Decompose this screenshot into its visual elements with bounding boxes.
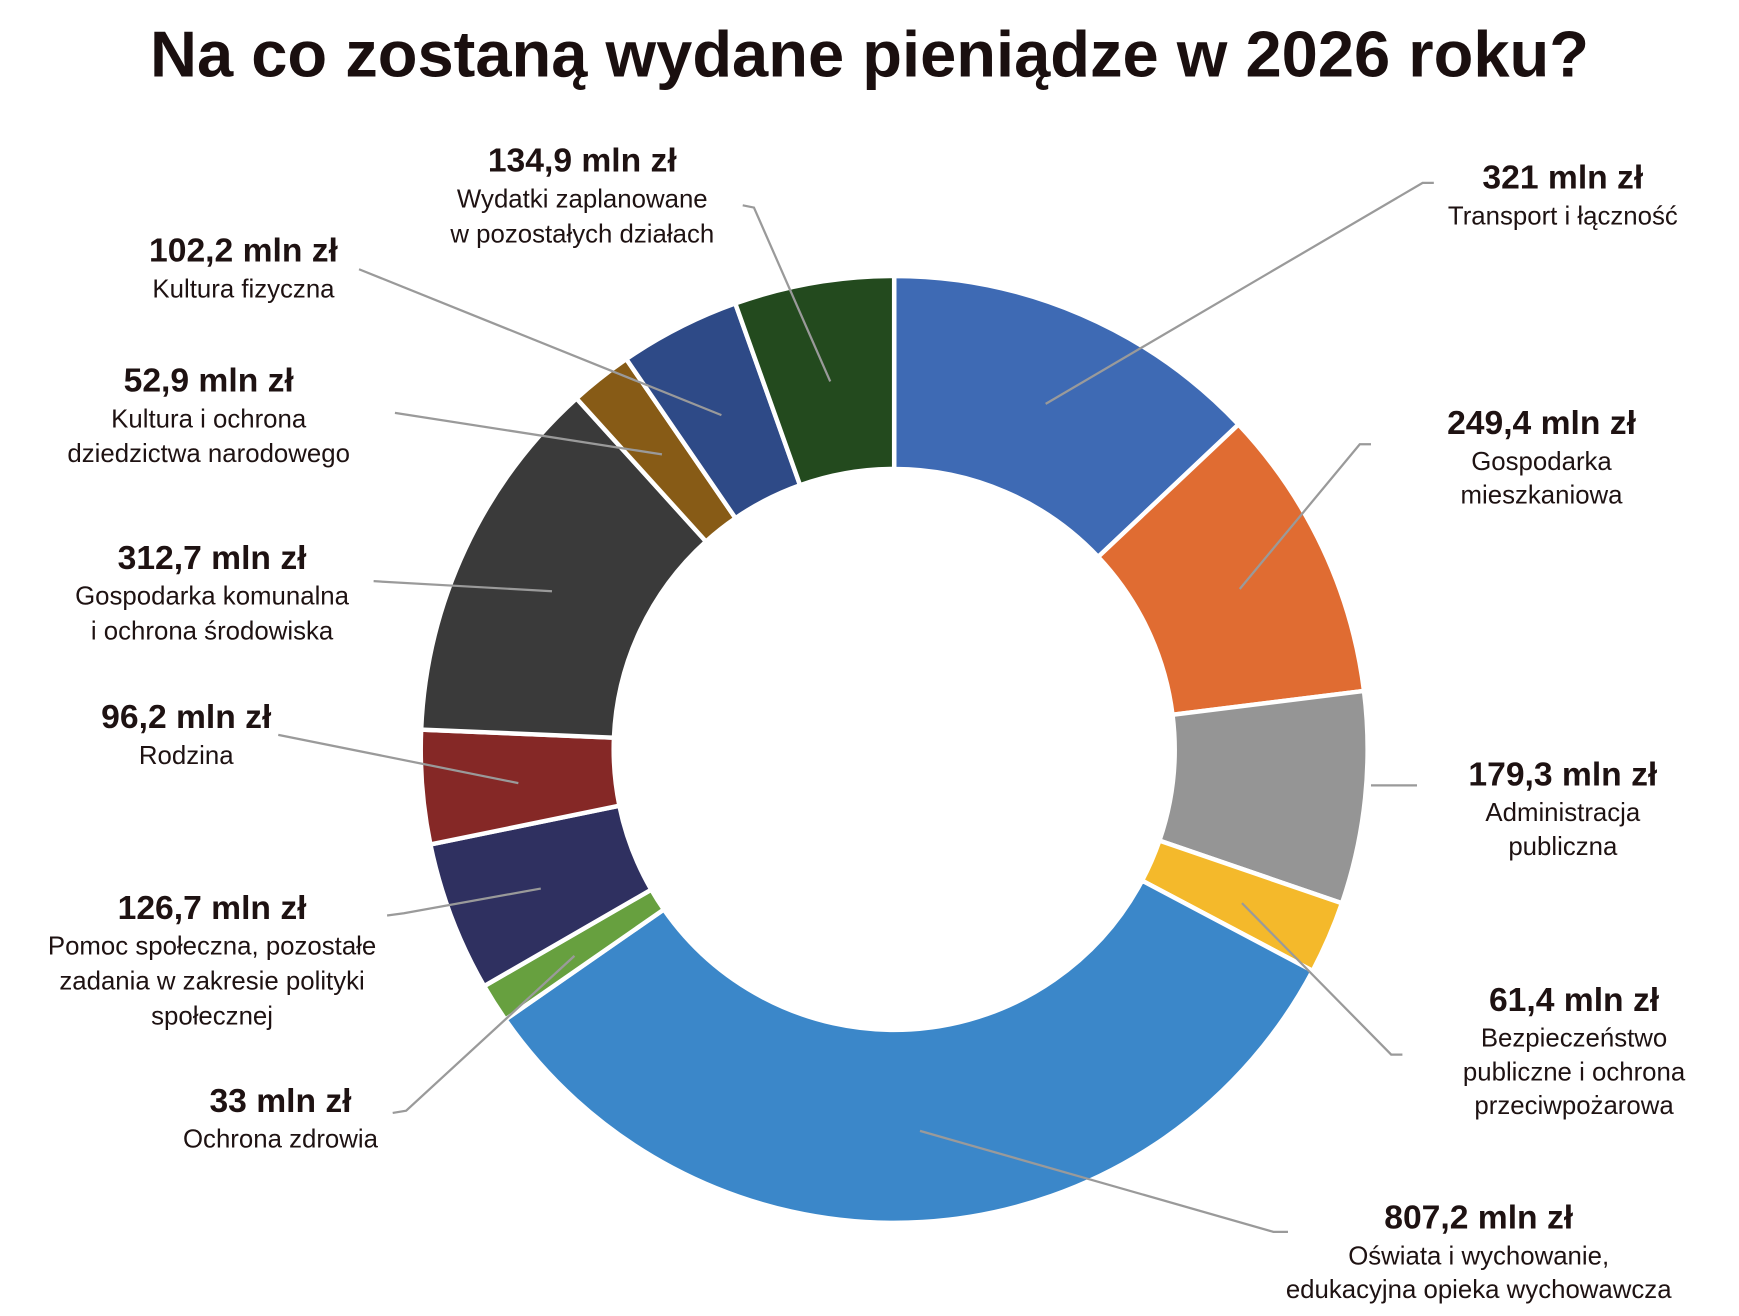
data-label-name: Gospodarka komunalna xyxy=(75,583,350,611)
data-label-name: zadania w zakresie polityki xyxy=(59,968,364,996)
data-label-value: 33 mln zł xyxy=(209,1083,352,1120)
data-label-name: Kultura fizyczna xyxy=(152,275,335,303)
slices xyxy=(418,273,1370,1226)
data-label-value: 134,9 mln zł xyxy=(488,143,678,180)
data-label-value: 102,2 mln zł xyxy=(149,232,339,269)
data-label-name: publiczna xyxy=(1508,833,1618,861)
data-label-name: dziedzictwa narodowego xyxy=(67,440,350,468)
chart-title: Na co zostaną wydane pieniądze w 2026 ro… xyxy=(150,17,1589,90)
data-label-value: 321 mln zł xyxy=(1482,159,1643,196)
leader-line xyxy=(1241,902,1403,1056)
leader-line xyxy=(394,411,663,456)
data-label-name: Administracja xyxy=(1485,799,1640,827)
leader-line xyxy=(1045,181,1434,405)
donut-slice xyxy=(732,273,897,489)
data-label-value: 807,2 mln zł xyxy=(1384,1199,1574,1236)
data-label-name: Ochrona zdrowia xyxy=(183,1126,379,1154)
leader-lines xyxy=(278,181,1434,1233)
data-label-name: i ochrona środowiska xyxy=(91,617,334,645)
donut-slice xyxy=(502,877,1316,1226)
donut-slice xyxy=(418,395,710,741)
data-label-name: społecznej xyxy=(151,1002,273,1030)
leader-line xyxy=(386,887,541,917)
leader-line xyxy=(278,733,519,785)
data-label-value: 61,4 mln zł xyxy=(1489,982,1660,1019)
leader-line xyxy=(742,204,832,382)
data-label-name: przeciwpożarowa xyxy=(1474,1092,1674,1120)
data-label-name: publiczne i ochrona xyxy=(1463,1058,1686,1086)
data-label-value: 96,2 mln zł xyxy=(101,699,272,736)
leader-line xyxy=(1238,443,1371,590)
leader-line xyxy=(358,268,722,417)
donut-slice xyxy=(891,273,1242,561)
leader-line xyxy=(919,1129,1288,1233)
data-label-name: Wydatki zaplanowane xyxy=(457,186,708,214)
data-label-name: mieszkaniowa xyxy=(1461,482,1624,510)
data-label-value: 312,7 mln zł xyxy=(118,540,308,577)
data-label-name: Kultura i ochrona xyxy=(111,405,307,433)
data-label-value: 179,3 mln zł xyxy=(1468,756,1658,793)
data-label-value: 249,4 mln zł xyxy=(1447,405,1637,442)
labels: 321 mln zł Transport i łączność 249,4 mln … xyxy=(48,143,1686,1304)
data-label-name: Gospodarka xyxy=(1471,448,1612,476)
data-label-name: Bezpieczeństwo xyxy=(1481,1025,1667,1053)
data-label-name: Pomoc społeczna, pozostałe xyxy=(48,933,376,961)
leader-line xyxy=(392,955,576,1115)
data-label-name: Oświata i wychowanie, xyxy=(1348,1242,1609,1270)
data-label-name: Rodzina xyxy=(139,742,234,770)
data-label-name: Transport i łączność xyxy=(1448,202,1678,230)
data-label-name: edukacyjna opieka wychowawcza xyxy=(1286,1276,1672,1304)
leader-line xyxy=(373,580,553,593)
data-label-value: 126,7 mln zł xyxy=(118,890,308,927)
data-label-value: 52,9 mln zł xyxy=(124,363,295,400)
data-label-name: w pozostałych działach xyxy=(449,220,714,248)
